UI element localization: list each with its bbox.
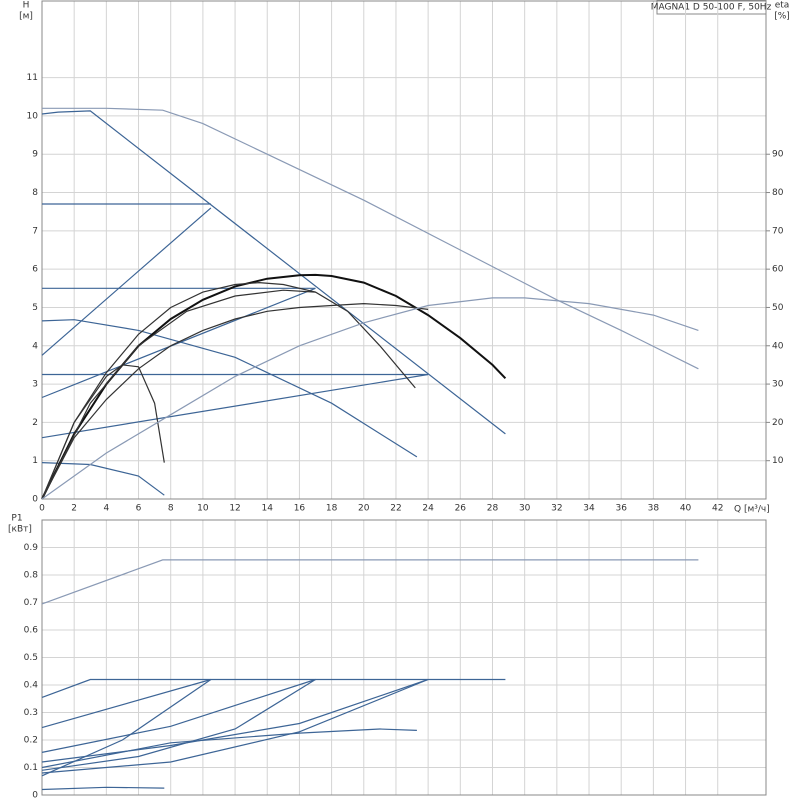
curve [42,107,699,370]
y-tick-label: 0.5 [24,653,38,663]
y-axis-label: H [23,1,30,11]
curve [41,287,316,399]
y-tick-label: 0.6 [24,626,39,636]
y-tick-label: 0.4 [24,681,39,691]
y-tick-label: 4 [32,341,38,351]
curve [41,207,212,356]
y-tick-label: 0.3 [24,708,38,718]
curve [41,678,316,771]
curve [41,679,212,777]
y-tick-label: 0.1 [24,763,38,773]
y-tick-label: 5 [32,303,38,313]
chart-title: MAGNA1 D 50-100 F, 50Hz [651,3,772,13]
y-tick-label: 0.7 [24,598,38,608]
plot-frame [41,519,767,796]
x-tick-label: 2 [71,504,77,514]
x-tick-label: 38 [648,504,660,514]
x-tick-label: 0 [39,504,45,514]
x-tick-label: 42 [712,504,723,514]
y2-tick-label: 30 [772,380,784,390]
y-tick-label: 0.9 [24,543,39,553]
curve [41,373,429,439]
x-tick-label: 12 [229,504,240,514]
y-tick-label: 10 [27,111,39,121]
curve [41,786,165,791]
x-tick-label: 26 [455,504,467,514]
curve [41,289,316,500]
p1-axis-unit: [кВт] [8,525,32,535]
y-tick-label: 1 [32,456,38,466]
y-tick-label: 8 [32,188,38,198]
y2-tick-label: 10 [772,456,784,466]
y-tick-label: 7 [32,226,38,236]
y2-tick-label: 40 [772,341,784,351]
y-tick-label: 0 [32,495,38,505]
curve [41,110,506,435]
y-tick-label: 3 [32,380,38,390]
plot-frame [41,0,767,500]
y-tick-label: 0 [32,791,38,800]
curve [41,678,429,774]
y-tick-label: 0.8 [24,571,39,581]
curve [41,678,212,729]
x-tick-label: 4 [103,504,109,514]
x-tick-label: 8 [168,504,174,514]
x-tick-label: 20 [358,504,370,514]
x-tick-label: 30 [519,504,531,514]
curve [41,728,417,769]
y2-axis-label: eta [775,1,790,11]
x-tick-label: 34 [583,504,595,514]
y-tick-label: 0.2 [24,736,38,746]
y2-tick-label: 20 [772,418,784,428]
y2-tick-label: 70 [772,226,784,236]
x-tick-label: 22 [390,504,401,514]
y-tick-label: 11 [27,73,38,83]
x-tick-label: 32 [551,504,562,514]
curve [41,678,316,753]
x-tick-label: 14 [262,504,274,514]
y2-tick-label: 80 [772,188,784,198]
x-tick-label: 18 [326,504,338,514]
curve [41,678,429,763]
curve [41,273,507,500]
x-tick-label: 36 [615,504,627,514]
y2-tick-label: 90 [772,150,784,160]
x-tick-label: 40 [680,504,692,514]
curve [41,302,429,500]
curve [41,297,699,500]
y-tick-label: 9 [32,150,38,160]
x-tick-label: 28 [487,504,499,514]
curve [41,462,165,496]
x-tick-label: 24 [422,504,434,514]
x-tick-label: 16 [294,504,306,514]
curve [41,678,506,698]
y-tick-label: 2 [32,418,38,428]
x-axis-label: Q [м³/ч] [734,505,770,515]
curve [41,281,416,500]
y2-axis-unit: [%] [774,12,790,22]
curve [41,319,418,458]
p1-axis-label: P1 [11,514,22,524]
y2-tick-label: 60 [772,265,784,275]
x-tick-label: 10 [197,504,209,514]
y2-tick-label: 50 [772,303,784,313]
curve [41,559,699,605]
y-axis-unit: [м] [19,12,33,22]
x-tick-label: 6 [136,504,142,514]
curve [41,364,165,500]
y-tick-label: 6 [32,265,38,275]
